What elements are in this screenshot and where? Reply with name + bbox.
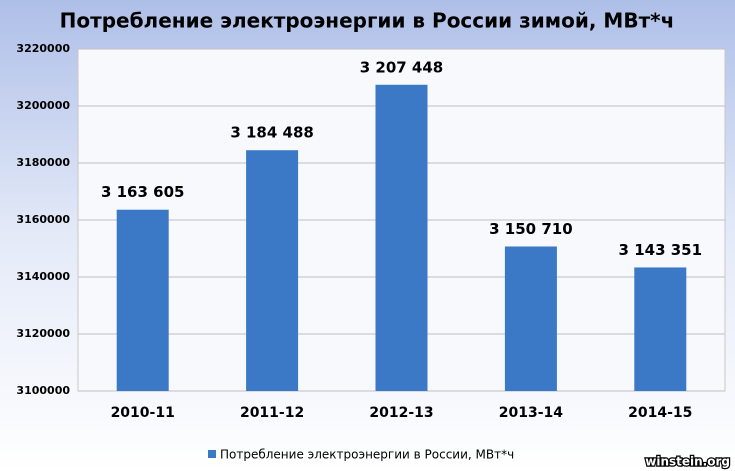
chart-title: Потребление электроэнергии в России зимо… xyxy=(60,9,675,33)
watermark: winstein.org xyxy=(645,455,730,469)
y-tick-label: 3120000 xyxy=(16,327,70,340)
x-tick-label: 2014-15 xyxy=(628,405,692,421)
value-label: 3 184 488 xyxy=(230,124,314,142)
y-tick-label: 3180000 xyxy=(16,156,70,169)
y-tick-label: 3100000 xyxy=(16,384,70,397)
value-label: 3 143 351 xyxy=(619,241,703,259)
value-label: 3 207 448 xyxy=(360,58,444,76)
bar xyxy=(634,267,687,391)
x-tick-label: 2013-14 xyxy=(499,405,564,421)
value-label: 3 150 710 xyxy=(489,220,573,238)
x-tick-label: 2010-11 xyxy=(111,405,175,421)
x-tick-label: 2011-12 xyxy=(240,405,304,421)
bar xyxy=(375,84,428,392)
value-label: 3 163 605 xyxy=(101,183,185,201)
legend-swatch xyxy=(208,450,216,458)
bar xyxy=(504,246,557,391)
bar xyxy=(116,209,169,391)
legend-label: Потребление электроэнергии в России, МВт… xyxy=(220,448,514,462)
y-tick-label: 3140000 xyxy=(16,270,70,283)
x-tick-label: 2012-13 xyxy=(369,405,433,421)
y-tick-label: 3220000 xyxy=(16,42,70,55)
y-tick-label: 3200000 xyxy=(16,99,70,112)
bar xyxy=(246,150,299,391)
y-tick-label: 3160000 xyxy=(16,213,70,226)
